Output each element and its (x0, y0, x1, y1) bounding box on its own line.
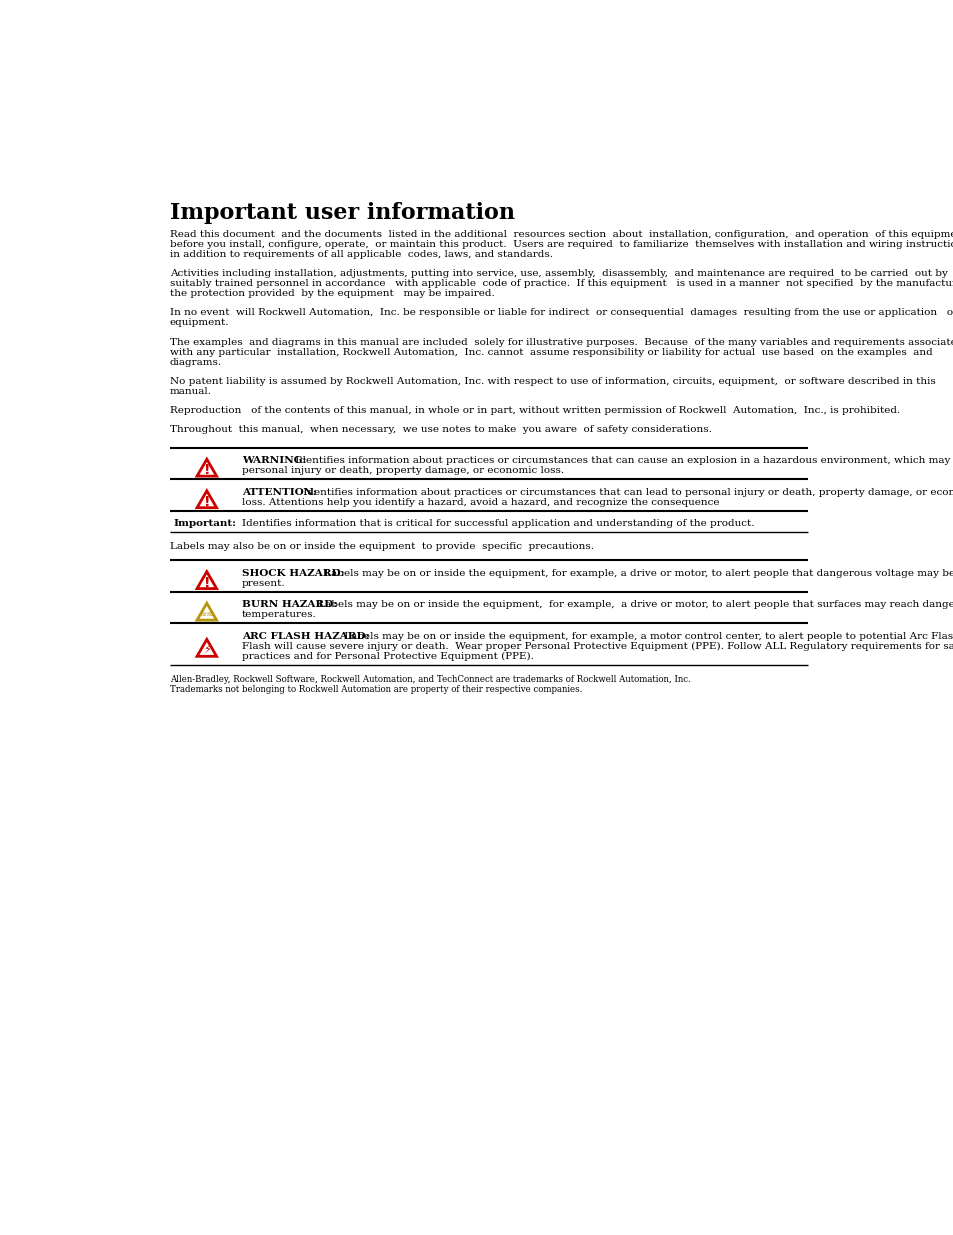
Text: ATTENTION:: ATTENTION: (241, 488, 316, 496)
Text: Trademarks not belonging to Rockwell Automation are property of their respective: Trademarks not belonging to Rockwell Aut… (170, 685, 581, 694)
Text: Identifies information about practices or circumstances that can cause an explos: Identifies information about practices o… (292, 456, 953, 466)
Text: The examples  and diagrams in this manual are included  solely for illustrative : The examples and diagrams in this manual… (170, 337, 953, 347)
Text: equipment.: equipment. (170, 319, 229, 327)
Text: Identifies information about practices or circumstances that can lead to persona: Identifies information about practices o… (299, 488, 953, 496)
Text: In no event  will Rockwell Automation,  Inc. be responsible or liable for indire: In no event will Rockwell Automation, In… (170, 309, 953, 317)
Text: !: ! (203, 463, 210, 477)
Text: practices and for Personal Protective Equipment (PPE).: practices and for Personal Protective Eq… (241, 652, 533, 661)
Text: in addition to requirements of all applicable  codes, laws, and standards.: in addition to requirements of all appli… (170, 249, 552, 259)
Text: with any particular  installation, Rockwell Automation,  Inc. cannot  assume res: with any particular installation, Rockwe… (170, 347, 931, 357)
Text: suitably trained personnel in accordance   with applicable  code of practice.  I: suitably trained personnel in accordance… (170, 279, 953, 288)
Text: Labels may be on or inside the equipment, for example, a drive or motor, to aler: Labels may be on or inside the equipment… (321, 568, 953, 578)
Text: WARNING:: WARNING: (241, 456, 306, 466)
Text: Flash will cause severe injury or death.  Wear proper Personal Protective Equipm: Flash will cause severe injury or death.… (241, 642, 953, 651)
Text: diagrams.: diagrams. (170, 358, 221, 367)
Text: !: ! (203, 576, 210, 589)
Text: Reproduction   of the contents of this manual, in whole or in part, without writ: Reproduction of the contents of this man… (170, 406, 899, 415)
Text: manual.: manual. (170, 387, 212, 396)
Text: Labels may be on or inside the equipment,  for example,  a drive or motor, to al: Labels may be on or inside the equipment… (315, 600, 953, 609)
Text: Important:: Important: (173, 520, 236, 529)
Text: ARC FLASH HAZARD:: ARC FLASH HAZARD: (241, 632, 369, 641)
Text: Identifies information that is critical for successful application and understan: Identifies information that is critical … (241, 520, 754, 529)
Text: ⚡: ⚡ (203, 646, 211, 656)
Text: temperatures.: temperatures. (241, 610, 316, 619)
Text: No patent liability is assumed by Rockwell Automation, Inc. with respect to use : No patent liability is assumed by Rockwe… (170, 377, 934, 385)
Text: SHOCK HAZARD:: SHOCK HAZARD: (241, 568, 344, 578)
Text: personal injury or death, property damage, or economic loss.: personal injury or death, property damag… (241, 466, 563, 475)
Text: Labels may also be on or inside the equipment  to provide  specific  precautions: Labels may also be on or inside the equi… (170, 542, 593, 552)
Text: the protection provided  by the equipment   may be impaired.: the protection provided by the equipment… (170, 289, 494, 298)
Text: Allen-Bradley, Rockwell Software, Rockwell Automation, and TechConnect are trade: Allen-Bradley, Rockwell Software, Rockwe… (170, 674, 690, 684)
Text: Throughout  this manual,  when necessary,  we use notes to make  you aware  of s: Throughout this manual, when necessary, … (170, 425, 711, 435)
Text: before you install, configure, operate,  or maintain this product.  Users are re: before you install, configure, operate, … (170, 240, 953, 248)
Text: present.: present. (241, 579, 285, 588)
Text: Read this document  and the documents  listed in the additional  resources secti: Read this document and the documents lis… (170, 230, 953, 238)
Text: Activities including installation, adjustments, putting into service, use, assem: Activities including installation, adjus… (170, 269, 946, 278)
Text: BURN HAZARD:: BURN HAZARD: (241, 600, 336, 609)
Text: !: ! (203, 495, 210, 509)
Text: loss. Attentions help you identify a hazard, avoid a hazard, and recognize the c: loss. Attentions help you identify a haz… (241, 498, 719, 506)
Text: Important user information: Important user information (170, 203, 514, 224)
Text: Labels may be on or inside the equipment, for example, a motor control center, t: Labels may be on or inside the equipment… (340, 632, 953, 641)
Text: ≈≈: ≈≈ (198, 609, 214, 619)
